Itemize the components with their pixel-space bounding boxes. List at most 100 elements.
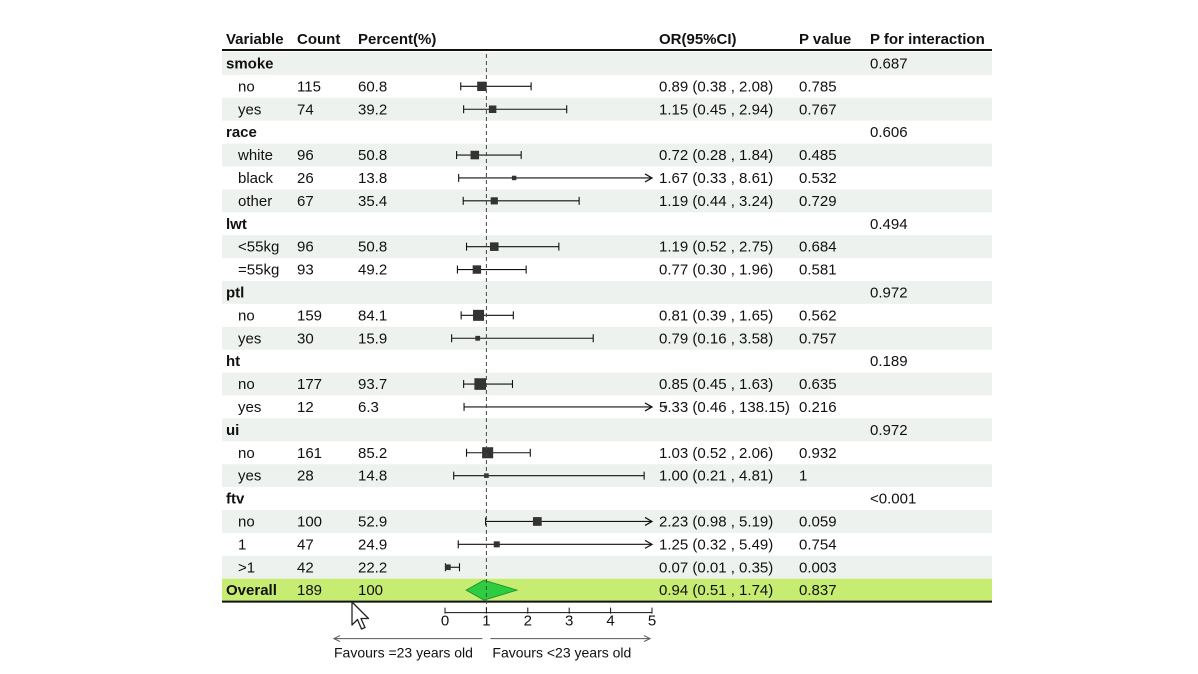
percent-value: 85.2	[358, 445, 387, 462]
percent-value: 24.9	[358, 536, 387, 553]
x-tick-label: 1	[482, 613, 490, 630]
or-ci-text: 1.25 (0.32 , 5.49)	[659, 536, 773, 553]
p-value: 0.485	[799, 147, 837, 164]
or-ci-text: 2.23 (0.98 , 5.19)	[659, 513, 773, 530]
subgroup-label: =55kg	[238, 262, 279, 279]
point-estimate	[473, 309, 485, 321]
point-estimate	[477, 81, 487, 92]
subgroup-label: yes	[238, 330, 261, 347]
count-value: 74	[297, 101, 314, 118]
or-ci-text: 0.85 (0.45 , 1.63)	[659, 376, 773, 393]
header-count: Count	[297, 31, 340, 48]
point-estimate	[493, 541, 500, 548]
p-value: 0.532	[799, 170, 837, 187]
mouse-pointer-icon	[351, 601, 370, 630]
count-value: 159	[297, 307, 322, 324]
favours-left-label: Favours =23 years old	[334, 645, 473, 661]
p-value: 1	[799, 468, 807, 485]
row-band	[222, 235, 992, 259]
ci-arrow	[644, 402, 654, 412]
subgroup-label: 1	[238, 536, 246, 553]
favours-right-arrowhead	[643, 635, 652, 643]
group-label: ftv	[226, 491, 245, 508]
p-interaction-value: <0.001	[870, 491, 916, 508]
or-ci-text: 0.72 (0.28 , 1.84)	[659, 147, 773, 164]
row-band	[222, 52, 992, 75]
p-interaction-value: 0.494	[870, 216, 908, 233]
point-estimate	[532, 517, 542, 526]
subgroup-label: black	[238, 170, 274, 187]
header-p-interaction: P for interaction	[870, 31, 985, 48]
p-value: 0.757	[799, 330, 837, 347]
ci-arrow	[644, 516, 654, 526]
percent-value: 60.8	[358, 78, 387, 95]
overall-count: 189	[297, 582, 322, 599]
p-value: 0.003	[799, 559, 837, 576]
overall-p-value: 0.837	[799, 582, 837, 599]
or-ci-text: 1.15 (0.45 , 2.94)	[659, 101, 773, 118]
count-value: 42	[297, 559, 314, 576]
subgroup-label: no	[238, 307, 255, 324]
count-value: 96	[297, 239, 314, 256]
or-ci-text: 1.67 (0.33 , 8.61)	[659, 170, 773, 187]
ci-arrow	[644, 539, 654, 549]
count-value: 177	[297, 376, 322, 393]
subgroup-label: yes	[238, 101, 261, 118]
point-estimate	[482, 447, 494, 459]
percent-value: 39.2	[358, 101, 387, 118]
or-ci-text: 0.89 (0.38 , 2.08)	[659, 78, 773, 95]
x-tick-label: 5	[648, 613, 656, 630]
point-estimate	[489, 242, 499, 251]
p-value: 0.785	[799, 78, 837, 95]
p-interaction-value: 0.606	[870, 124, 908, 141]
percent-value: 84.1	[358, 307, 387, 324]
point-estimate	[475, 335, 481, 341]
point-estimate	[472, 265, 482, 274]
p-value: 0.767	[799, 101, 837, 118]
percent-value: 50.8	[358, 147, 387, 164]
group-label: ptl	[226, 284, 244, 301]
x-tick-label: 4	[606, 613, 614, 630]
count-value: 26	[297, 170, 314, 187]
count-value: 47	[297, 536, 314, 553]
p-interaction-value: 0.687	[870, 55, 908, 72]
p-value: 0.216	[799, 399, 837, 416]
group-label: lwt	[226, 216, 247, 233]
percent-value: 6.3	[358, 399, 379, 416]
point-estimate	[488, 105, 497, 114]
p-value: 0.684	[799, 239, 837, 256]
p-interaction-value: 0.972	[870, 422, 908, 439]
subgroup-label: >1	[238, 559, 255, 576]
group-label: ht	[226, 353, 240, 370]
or-ci-text: 5.33 (0.46 , 138.15)	[659, 399, 790, 416]
subgroup-label: no	[238, 78, 255, 95]
or-ci-text: 0.81 (0.39 , 1.65)	[659, 307, 773, 324]
p-value: 0.754	[799, 536, 837, 553]
p-value: 0.059	[799, 513, 837, 530]
or-ci-text: 0.07 (0.01 , 0.35)	[659, 559, 773, 576]
header-percent: Percent(%)	[358, 31, 436, 48]
p-interaction-value: 0.189	[870, 353, 908, 370]
or-ci-text: 1.00 (0.21 , 4.81)	[659, 468, 773, 485]
subgroup-label: yes	[238, 468, 261, 485]
count-value: 67	[297, 193, 314, 210]
p-value: 0.562	[799, 307, 837, 324]
x-tick-label: 0	[441, 613, 449, 630]
or-ci-text: 1.03 (0.52 , 2.06)	[659, 445, 773, 462]
subgroup-label: no	[238, 513, 255, 530]
subgroup-label: other	[238, 193, 272, 210]
point-estimate	[445, 564, 451, 571]
point-estimate	[664, 405, 668, 409]
percent-value: 13.8	[358, 170, 387, 187]
overall-percent: 100	[358, 582, 383, 599]
or-ci-text: 1.19 (0.52 , 2.75)	[659, 239, 773, 256]
count-value: 93	[297, 262, 314, 279]
overall-band	[222, 578, 992, 602]
subgroup-label: <55kg	[238, 239, 279, 256]
header-variable: Variable	[226, 31, 284, 48]
row-band	[222, 281, 992, 304]
percent-value: 50.8	[358, 239, 387, 256]
row-band	[222, 418, 992, 442]
row-band	[222, 555, 992, 579]
